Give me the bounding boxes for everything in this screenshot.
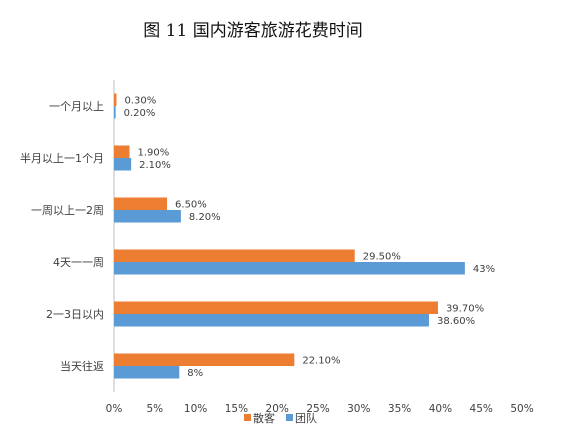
data-label: 38.60% — [437, 316, 475, 327]
bar-sanke — [114, 301, 438, 314]
x-tick-label: 50% — [510, 403, 533, 415]
bar-sanke — [114, 197, 168, 210]
data-label: 0.20% — [124, 108, 156, 119]
legend-label: 团队 — [295, 411, 317, 425]
bar-sanke — [114, 353, 295, 366]
legend-label: 散客 — [253, 411, 275, 425]
bar-tuandui — [114, 158, 132, 171]
data-label: 8.20% — [189, 212, 221, 223]
bar-tuandui — [114, 210, 181, 223]
x-tick-label: 45% — [470, 403, 493, 415]
bar-tuandui — [114, 106, 116, 119]
legend-swatch — [286, 414, 293, 421]
x-tick-label: 25% — [306, 403, 329, 415]
x-tick-label: 20% — [266, 403, 289, 415]
category-label: 当天往返 — [60, 359, 104, 373]
data-label: 1.90% — [138, 147, 170, 158]
data-label: 6.50% — [175, 199, 207, 210]
bar-tuandui — [114, 262, 465, 275]
bar-tuandui — [114, 366, 180, 379]
data-label: 2.10% — [139, 160, 171, 171]
bar-sanke — [114, 145, 130, 158]
x-tick-label: 10% — [184, 403, 207, 415]
chart-title: 图 11 国内游客旅游花费时间 — [143, 21, 362, 41]
data-label: 8% — [187, 368, 203, 379]
category-label: 一周以上一2周 — [31, 204, 104, 217]
category-label: 半月以上一1个月 — [20, 151, 104, 165]
data-label: 0.30% — [124, 95, 156, 106]
bar-tuandui — [114, 314, 429, 327]
plot-area: 一个月以上 0.30% 0.20% 半月以上一1个月 1.90% 2.10% 一周以上一2周… — [20, 80, 534, 415]
data-label: 43% — [473, 264, 495, 275]
x-tick-label: 0% — [106, 403, 123, 415]
x-tick-label: 15% — [225, 403, 248, 415]
legend-swatch — [244, 414, 251, 421]
x-tick-label: 30% — [347, 403, 370, 415]
data-label: 22.10% — [302, 355, 340, 366]
x-tick-label: 40% — [429, 403, 452, 415]
legend: 散客 团队 — [244, 411, 317, 425]
data-label: 39.70% — [446, 303, 484, 314]
category-label: 4天一一周 — [53, 256, 104, 269]
data-label: 29.50% — [363, 251, 401, 262]
bar-sanke — [114, 93, 117, 106]
category-label: 一个月以上 — [49, 100, 104, 113]
x-tick-label: 5% — [146, 403, 163, 415]
category-label: 2一3日以内 — [46, 307, 104, 321]
x-tick-label: 35% — [388, 403, 411, 415]
bar-sanke — [114, 249, 355, 262]
